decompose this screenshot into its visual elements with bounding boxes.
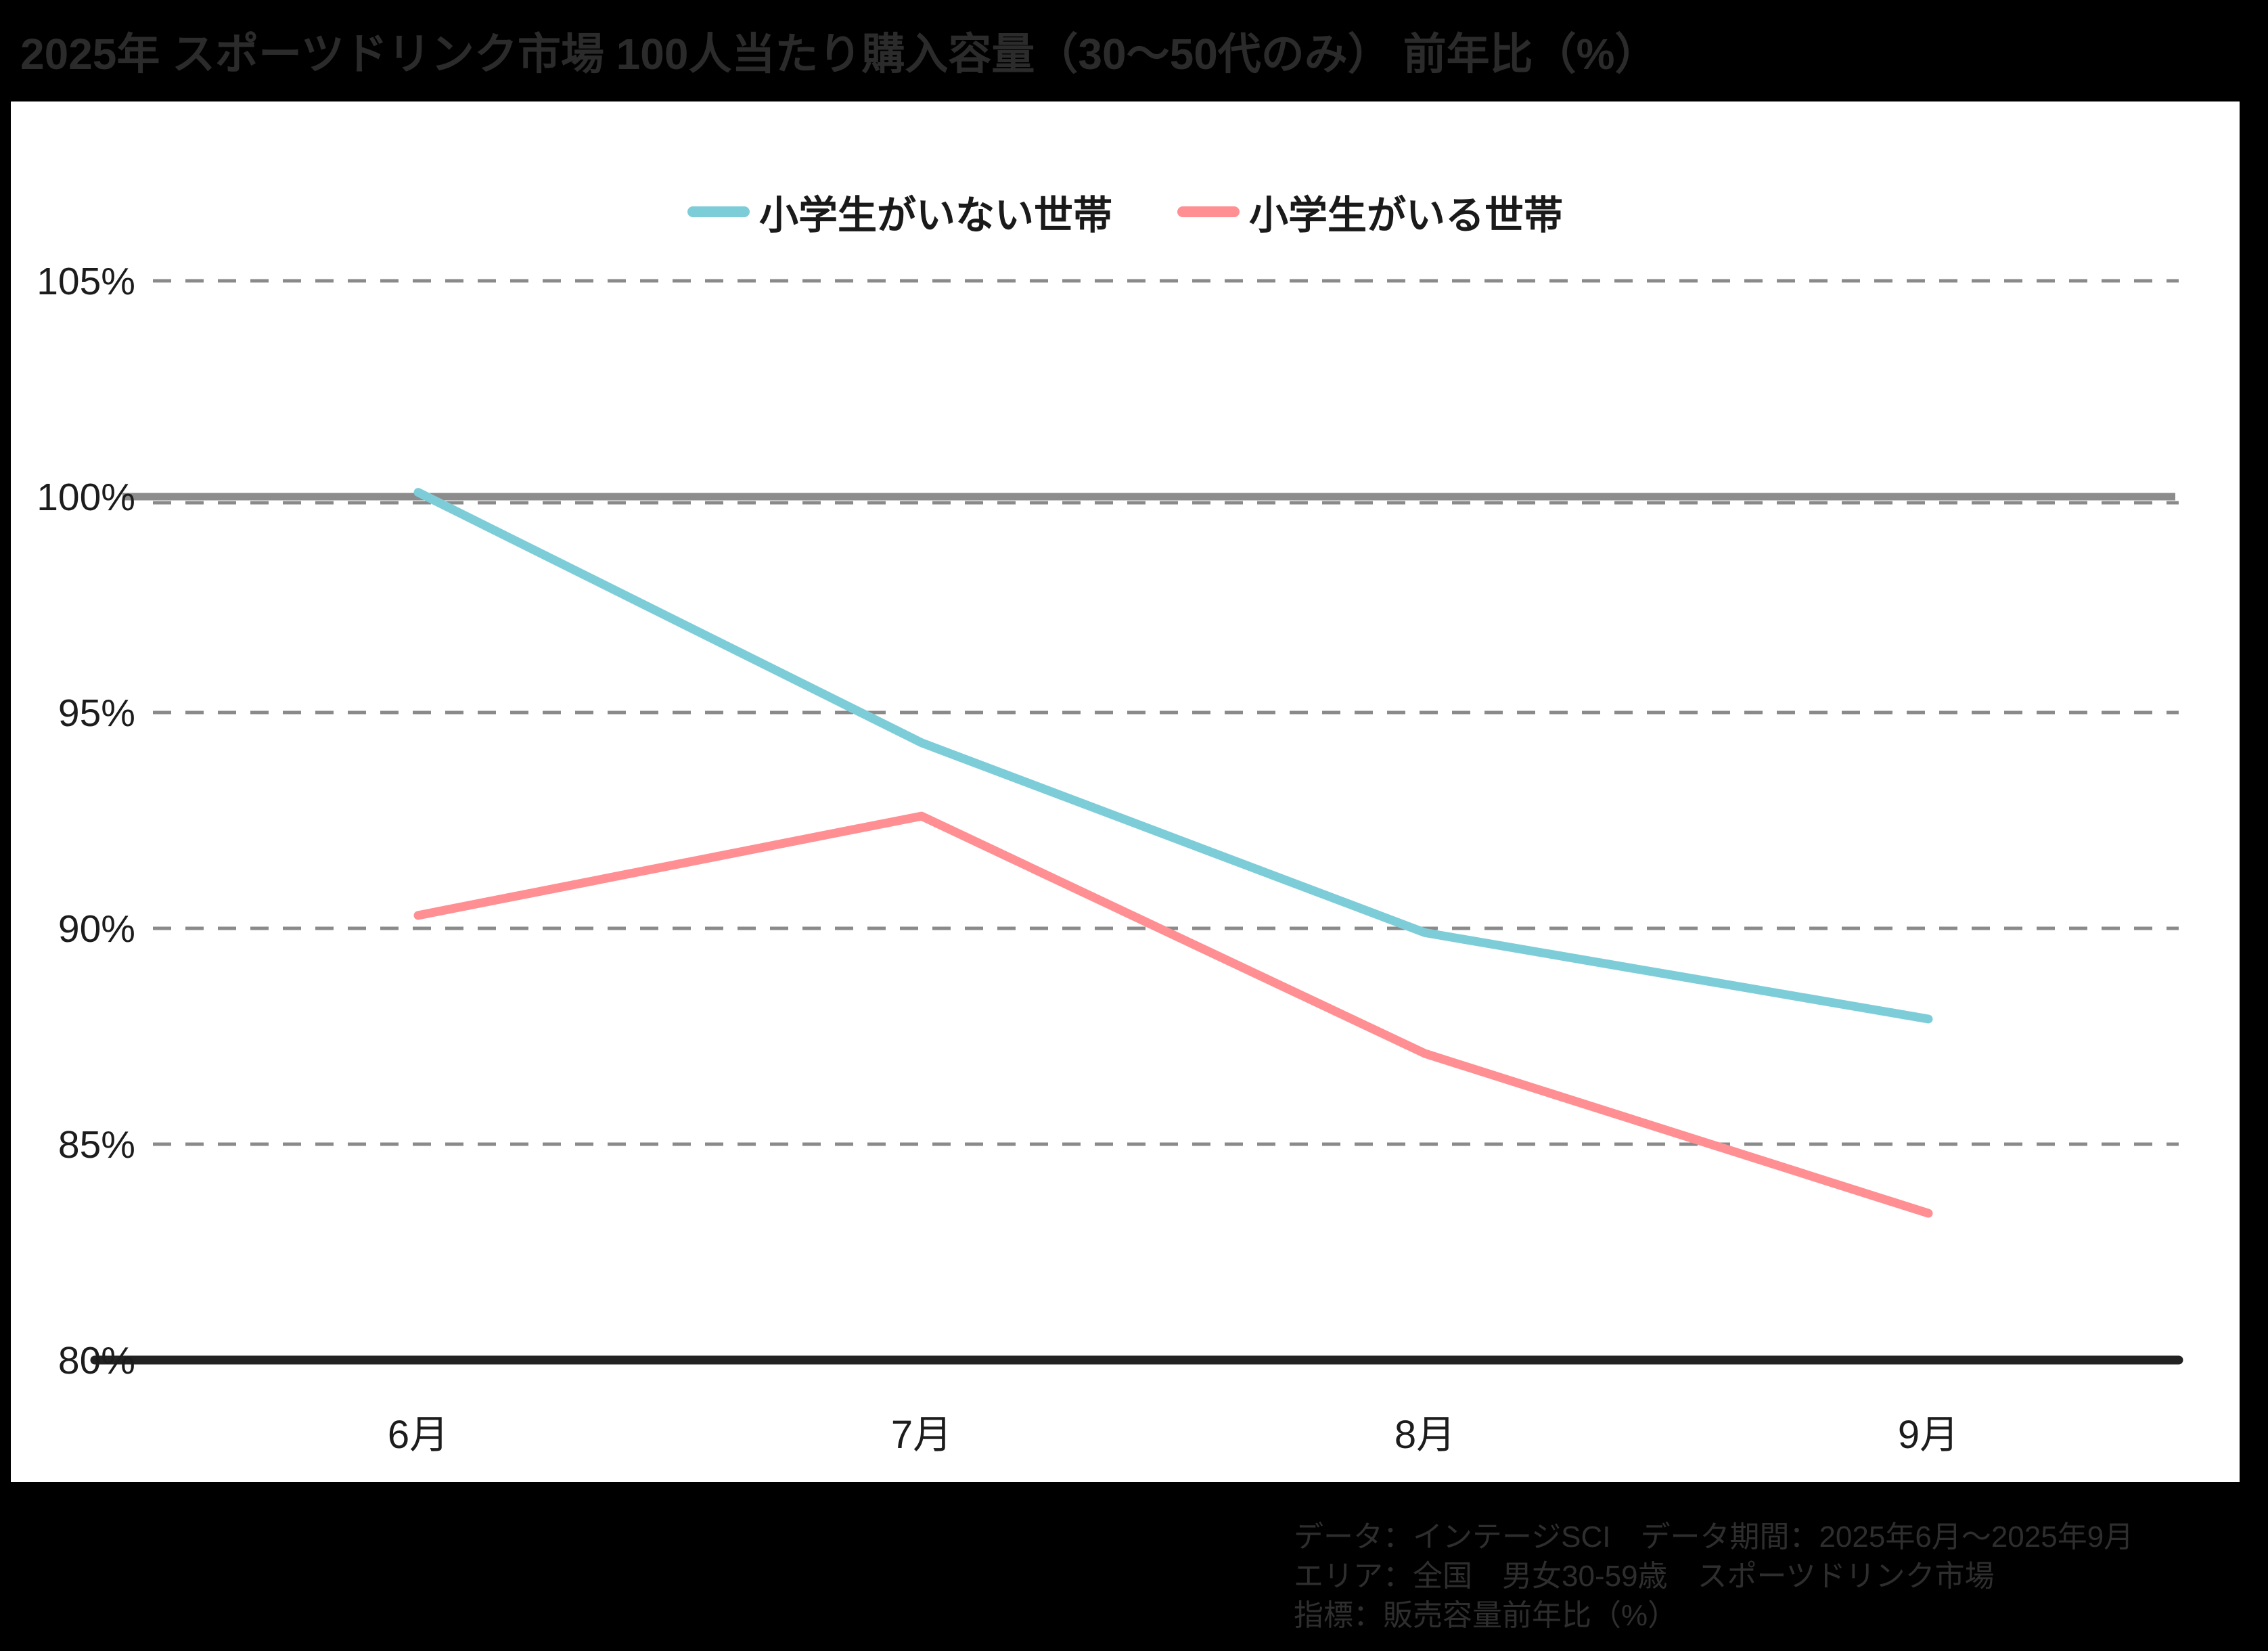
legend-item-no-kids: 小学生がいない世帯: [687, 183, 1112, 240]
y-tick-label: 80%: [58, 1339, 135, 1382]
y-tick-label: 85%: [58, 1123, 135, 1167]
y-tick-label: 95%: [58, 692, 135, 735]
y-tick-label: 105%: [37, 260, 135, 303]
legend-label-no-kids: 小学生がいない世帯: [758, 194, 1112, 238]
chart-title: 2025年 スポーツドリンク市場 100人当たり購入容量（30～50代のみ） 前…: [20, 30, 1658, 78]
chart-svg: 105% 100% 95% 90% 85% 80% 6月 7月 8月 9月: [37, 260, 2183, 1457]
source-note: データ：インテージSCI データ期間：2025年6月～2025年9月 エリア：全…: [1294, 1518, 2261, 1635]
y-tick-label: 90%: [58, 907, 135, 951]
legend-swatch-no-kids-icon: [687, 206, 750, 217]
x-tick-label: 8月: [1394, 1413, 1455, 1457]
x-tick-label: 9月: [1898, 1413, 1959, 1457]
series-line-1: [413, 811, 1933, 1218]
legend-label-with-kids: 小学生がいる世帯: [1249, 194, 1564, 238]
x-tick-label: 6月: [388, 1413, 449, 1457]
chart-panel: 105% 100% 95% 90% 85% 80% 6月 7月 8月 9月 小学生がいない世帯 小…: [11, 101, 2240, 1482]
x-tick-label: 7月: [891, 1413, 952, 1457]
y-tick-label: 100%: [37, 476, 135, 519]
series-line-0: [413, 488, 1933, 1024]
legend-item-with-kids: 小学生がいる世帯: [1177, 183, 1563, 240]
legend-swatch-with-kids-icon: [1177, 206, 1240, 217]
source-note-line-3: 指標：販売容量前年比（%）: [1294, 1599, 1678, 1633]
source-note-line-1: データ：インテージSCI データ期間：2025年6月～2025年9月: [1294, 1520, 2134, 1554]
chart-legend: 小学生がいない世帯 小学生がいる世帯: [11, 181, 2240, 242]
source-note-line-2: エリア：全国 男女30-59歳 スポーツドリンク市場: [1294, 1560, 1995, 1593]
